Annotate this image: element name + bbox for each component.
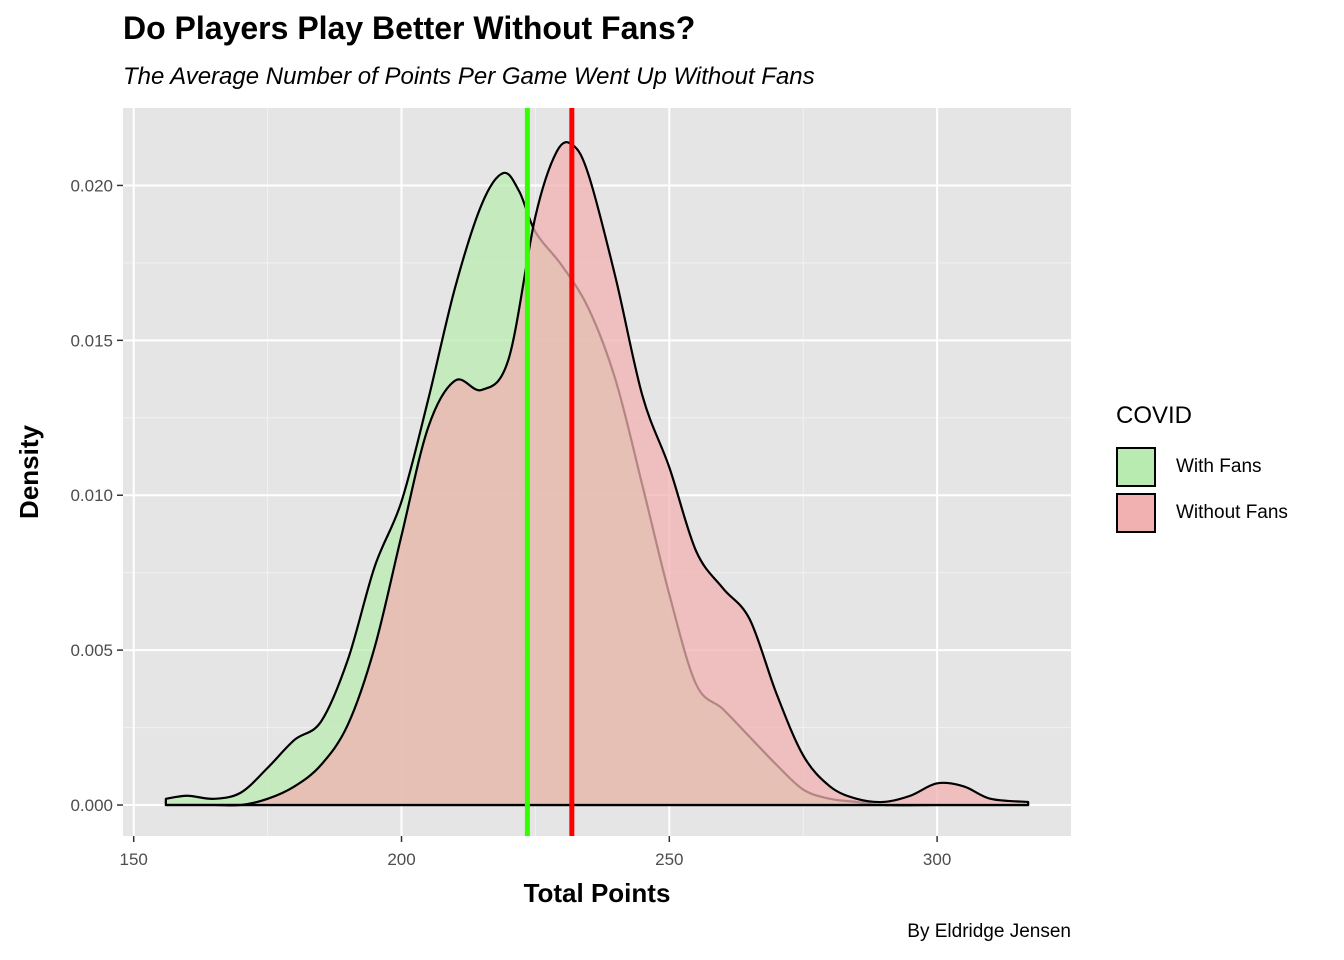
chart-title: Do Players Play Better Without Fans? bbox=[123, 10, 696, 46]
legend-key-without-fans bbox=[1116, 493, 1156, 533]
legend-item-without-fans: Without Fans bbox=[1116, 490, 1288, 536]
legend-title: COVID bbox=[1116, 402, 1193, 429]
legend-item-with-fans: With Fans bbox=[1116, 444, 1288, 490]
density-area-without-fans bbox=[164, 141, 1030, 807]
y-axis-title: Density bbox=[14, 425, 44, 519]
chart-subtitle: The Average Number of Points Per Game We… bbox=[123, 63, 815, 90]
x-tick-label: 300 bbox=[923, 850, 951, 869]
x-tick-label: 150 bbox=[120, 850, 148, 869]
legend-key-with-fans bbox=[1116, 447, 1156, 487]
x-tick-label: 200 bbox=[387, 850, 415, 869]
legend-label-with-fans: With Fans bbox=[1176, 456, 1262, 477]
y-tick-label: 0.015 bbox=[70, 331, 113, 350]
y-tick-label: 0.010 bbox=[70, 486, 113, 505]
y-tick-label: 0.005 bbox=[70, 641, 113, 660]
legend-label-without-fans: Without Fans bbox=[1176, 502, 1288, 523]
x-axis-title: Total Points bbox=[524, 878, 671, 908]
y-tick-label: 0.000 bbox=[70, 796, 113, 815]
x-tick-label: 250 bbox=[655, 850, 683, 869]
legend: COVID With Fans Without Fans bbox=[1116, 402, 1288, 536]
y-tick-label: 0.020 bbox=[70, 176, 113, 195]
chart-caption: By Eldridge Jensen bbox=[907, 921, 1071, 942]
